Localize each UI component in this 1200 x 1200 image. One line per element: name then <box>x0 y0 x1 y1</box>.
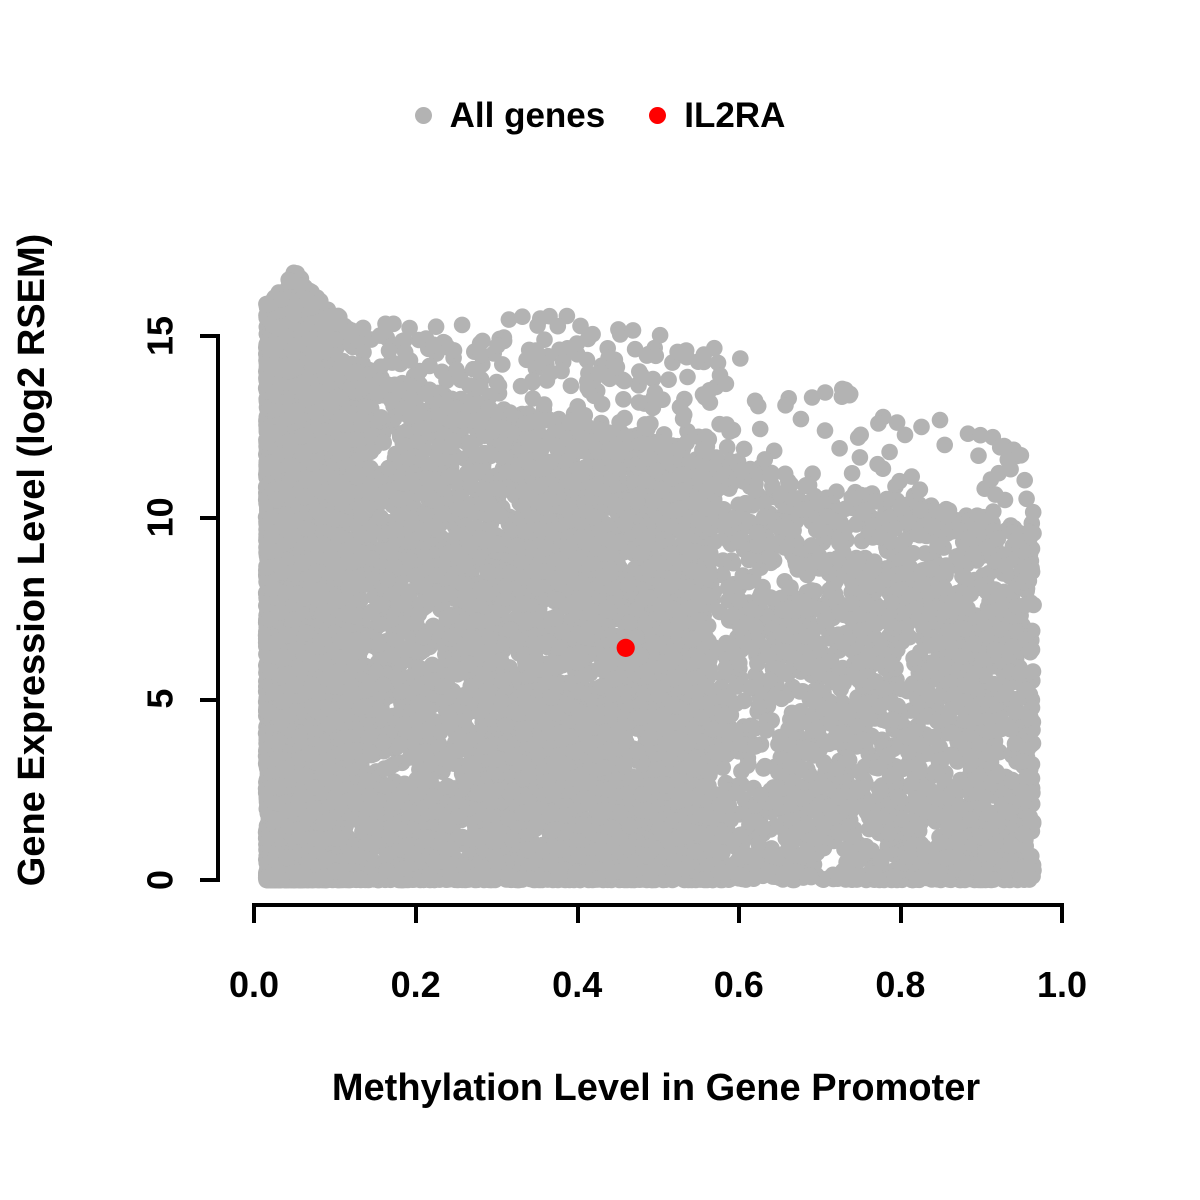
legend-marker-circle-icon <box>414 106 432 124</box>
x-tick-label: 0.4 <box>552 964 602 1005</box>
data-point-il2ra <box>616 638 635 658</box>
x-tick-label: 0.6 <box>714 964 764 1005</box>
legend-label-il2ra: IL2RA <box>684 95 786 135</box>
y-tick-label: 15 <box>140 316 181 356</box>
x-axis-tick-labels: 0.0 0.2 0.4 0.6 0.8 1.0 <box>229 964 1087 1005</box>
x-axis-title: Methylation Level in Gene Promoter <box>332 1067 980 1109</box>
y-axis-tick-labels: 0 5 10 15 <box>140 316 181 890</box>
y-axis-title: Gene Expression Level (log2 RSEM) <box>11 234 53 887</box>
y-axis-line <box>200 334 220 882</box>
y-tick-label: 5 <box>140 689 181 709</box>
highlighted-gene-point <box>616 638 635 658</box>
x-tick-label: 0.0 <box>229 964 279 1005</box>
x-tick-label: 0.2 <box>391 964 441 1005</box>
x-tick-label: 1.0 <box>1037 964 1087 1005</box>
y-tick-label: 0 <box>140 870 181 890</box>
x-tick-label: 0.8 <box>875 964 925 1005</box>
legend-label-all-genes: All genes <box>449 95 606 135</box>
legend-entry-all-genes[interactable]: All genes <box>414 95 606 135</box>
legend-marker-circle-icon <box>649 106 667 124</box>
y-tick-label: 10 <box>140 497 181 537</box>
x-axis-line <box>252 903 1064 923</box>
legend-entry-il2ra[interactable]: IL2RA <box>649 98 785 133</box>
data-points-all-genes <box>257 264 1042 889</box>
legend: All genes IL2RA <box>0 86 1200 144</box>
